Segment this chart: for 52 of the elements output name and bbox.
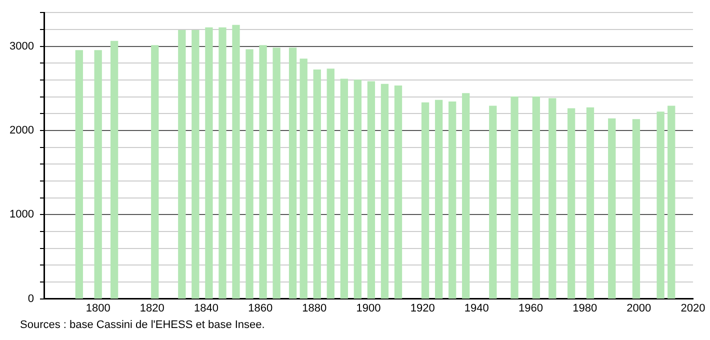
bar — [354, 80, 362, 299]
x-tick-label: 1960 — [518, 302, 543, 314]
x-tick-label: 1980 — [572, 302, 598, 314]
bar — [192, 30, 200, 299]
bar — [178, 30, 186, 299]
bar — [656, 112, 664, 299]
bar — [567, 108, 576, 299]
bar — [367, 81, 376, 299]
x-tick-label: 1860 — [248, 302, 273, 314]
bar — [326, 68, 334, 299]
x-tick-label: 1940 — [464, 302, 489, 314]
x-tick-label: 1800 — [86, 302, 110, 314]
x-tick-label: 1920 — [410, 302, 435, 314]
bar — [232, 24, 240, 299]
bar — [608, 118, 616, 299]
bar — [110, 40, 118, 299]
bar — [586, 107, 594, 299]
bar — [300, 58, 308, 299]
x-tick-label: 2000 — [626, 302, 652, 314]
bar — [394, 86, 402, 299]
bar — [151, 45, 159, 299]
y-tick-label: 1000 — [10, 208, 34, 221]
bar — [205, 27, 213, 299]
bar — [434, 100, 443, 299]
bar — [448, 101, 456, 299]
bar — [421, 102, 430, 299]
bar — [75, 50, 83, 299]
bar — [632, 119, 640, 299]
bar — [489, 106, 497, 299]
x-tick-label: 1840 — [194, 302, 218, 314]
x-tick-label: 2020 — [680, 302, 706, 314]
x-tick-label: 1880 — [302, 302, 327, 314]
bar — [218, 27, 226, 299]
bar — [259, 45, 267, 299]
bar — [313, 70, 321, 299]
bar — [532, 96, 540, 299]
y-tick-label: 3000 — [10, 40, 34, 52]
bar — [510, 96, 518, 299]
bar — [548, 98, 556, 299]
bar — [288, 48, 297, 299]
y-tick-label: 0 — [28, 292, 34, 305]
bar — [272, 48, 280, 299]
x-tick-label: 1820 — [140, 302, 164, 314]
bar — [246, 49, 254, 299]
bar — [94, 50, 102, 299]
bar — [668, 106, 676, 299]
bar — [380, 84, 389, 299]
bar — [340, 78, 348, 299]
x-tick-label: 1900 — [356, 302, 381, 314]
source-note: Sources : base Cassini de l'EHESS et base Insee. — [19, 318, 266, 332]
y-tick-label: 2000 — [10, 124, 34, 136]
bar — [462, 93, 470, 299]
